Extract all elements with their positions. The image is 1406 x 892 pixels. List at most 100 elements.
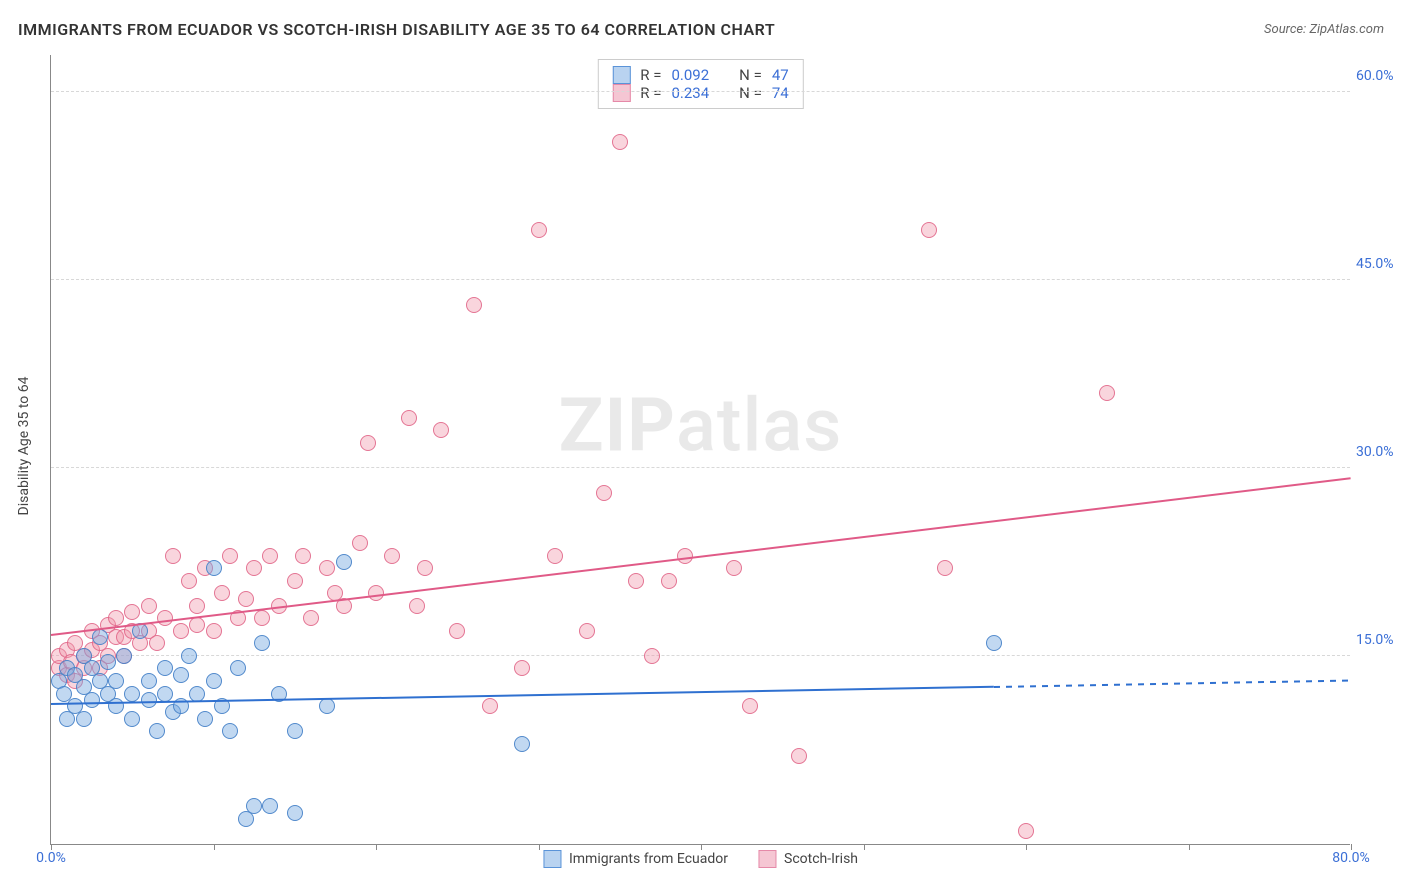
data-point-series2 xyxy=(181,573,197,589)
data-point-series2 xyxy=(157,610,173,626)
series2-name: Scotch-Irish xyxy=(784,851,858,867)
legend-row-series1: R = 0.092 N = 47 xyxy=(612,66,788,84)
data-point-series2 xyxy=(661,573,677,589)
trendline-series2 xyxy=(51,478,1351,637)
data-point-series1 xyxy=(92,629,108,645)
data-point-series2 xyxy=(531,222,547,238)
series1-n-value: 47 xyxy=(772,66,789,84)
data-point-series2 xyxy=(677,548,693,564)
data-point-series2 xyxy=(596,485,612,501)
x-tick xyxy=(539,844,540,850)
data-point-series1 xyxy=(287,723,303,739)
data-point-series2 xyxy=(921,222,937,238)
data-point-series1 xyxy=(287,805,303,821)
legend-series-names: Immigrants from Ecuador Scotch-Irish xyxy=(543,850,858,868)
data-point-series1 xyxy=(189,686,205,702)
data-point-series2 xyxy=(246,560,262,576)
data-point-series1 xyxy=(76,711,92,727)
data-point-series1 xyxy=(124,711,140,727)
watermark-atlas: atlas xyxy=(676,382,842,469)
source-value: ZipAtlas.com xyxy=(1309,22,1384,37)
data-point-series1 xyxy=(149,723,165,739)
data-point-series1 xyxy=(84,692,100,708)
legend-row-series2: R = 0.234 N = 74 xyxy=(612,84,788,102)
data-point-series1 xyxy=(157,686,173,702)
data-point-series2 xyxy=(1099,385,1115,401)
data-point-series1 xyxy=(336,554,352,570)
y-tick-label: 60.0% xyxy=(1356,68,1406,84)
data-point-series2 xyxy=(1018,823,1034,839)
legend-swatch-series1 xyxy=(543,850,561,868)
data-point-series2 xyxy=(303,610,319,626)
series2-r-value: 0.234 xyxy=(671,84,709,102)
data-point-series2 xyxy=(791,748,807,764)
y-tick-label: 30.0% xyxy=(1356,444,1406,460)
legend-swatch-series1 xyxy=(612,66,630,84)
scatter-plot-area: ZIPatlas R = 0.092 N = 47 R = 0.234 N = … xyxy=(50,55,1350,845)
source-label: Source: xyxy=(1264,22,1306,37)
series1-name: Immigrants from Ecuador xyxy=(569,851,728,867)
x-tick xyxy=(1189,844,1190,850)
source-attribution: Source: ZipAtlas.com xyxy=(1264,22,1384,37)
data-point-series2 xyxy=(262,548,278,564)
gridline-h xyxy=(51,91,1350,92)
x-tick xyxy=(864,844,865,850)
data-point-series1 xyxy=(173,667,189,683)
data-point-series2 xyxy=(401,410,417,426)
chart-title: IMMIGRANTS FROM ECUADOR VS SCOTCH-IRISH … xyxy=(18,20,775,39)
n-label: N = xyxy=(739,84,762,102)
data-point-series2 xyxy=(206,623,222,639)
data-point-series1 xyxy=(246,798,262,814)
data-point-series2 xyxy=(482,698,498,714)
gridline-h xyxy=(51,655,1350,656)
data-point-series2 xyxy=(108,610,124,626)
data-point-series1 xyxy=(206,560,222,576)
data-point-series2 xyxy=(124,604,140,620)
data-point-series2 xyxy=(409,598,425,614)
data-point-series2 xyxy=(189,598,205,614)
data-point-series2 xyxy=(644,648,660,664)
data-point-series1 xyxy=(254,635,270,651)
data-point-series2 xyxy=(612,134,628,150)
data-point-series1 xyxy=(157,660,173,676)
data-point-series1 xyxy=(100,654,116,670)
data-point-series1 xyxy=(141,673,157,689)
data-point-series1 xyxy=(222,723,238,739)
data-point-series2 xyxy=(222,548,238,564)
data-point-series1 xyxy=(986,635,1002,651)
data-point-series2 xyxy=(547,548,563,564)
data-point-series2 xyxy=(295,548,311,564)
x-tick xyxy=(1026,844,1027,850)
legend-item-series2: Scotch-Irish xyxy=(758,850,858,868)
data-point-series2 xyxy=(319,560,335,576)
y-tick-label: 15.0% xyxy=(1356,632,1406,648)
r-label: R = xyxy=(640,84,661,102)
data-point-series2 xyxy=(742,698,758,714)
r-label: R = xyxy=(640,66,661,84)
data-point-series1 xyxy=(116,648,132,664)
n-label: N = xyxy=(739,66,762,84)
x-tick-label: 80.0% xyxy=(1332,850,1370,866)
x-tick xyxy=(376,844,377,850)
data-point-series1 xyxy=(514,736,530,752)
trendline-series1-extrapolated xyxy=(993,679,1351,688)
x-tick-label: 0.0% xyxy=(36,850,66,866)
data-point-series1 xyxy=(262,798,278,814)
data-point-series2 xyxy=(628,573,644,589)
data-point-series2 xyxy=(514,660,530,676)
data-point-series1 xyxy=(108,673,124,689)
data-point-series1 xyxy=(181,648,197,664)
data-point-series2 xyxy=(287,573,303,589)
x-tick xyxy=(701,844,702,850)
data-point-series1 xyxy=(230,660,246,676)
data-point-series1 xyxy=(108,698,124,714)
data-point-series1 xyxy=(141,692,157,708)
data-point-series2 xyxy=(579,623,595,639)
x-tick xyxy=(214,844,215,850)
data-point-series2 xyxy=(238,591,254,607)
data-point-series1 xyxy=(124,686,140,702)
legend-swatch-series2 xyxy=(758,850,776,868)
legend-item-series1: Immigrants from Ecuador xyxy=(543,850,728,868)
data-point-series2 xyxy=(360,435,376,451)
data-point-series2 xyxy=(384,548,400,564)
